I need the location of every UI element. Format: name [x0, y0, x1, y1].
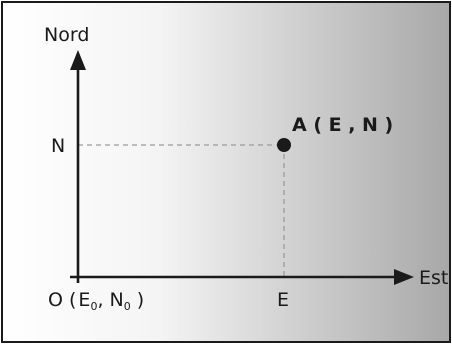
origin-n: N	[109, 289, 123, 311]
origin-n-subscript: 0	[124, 300, 131, 313]
origin-e-subscript: 0	[90, 300, 97, 313]
y-tick-label-n: N	[51, 135, 65, 157]
x-axis-label: Est	[419, 267, 448, 289]
y-axis-label: Nord	[44, 24, 89, 46]
origin-prefix: O (	[48, 289, 76, 311]
point-a-marker	[277, 138, 291, 152]
x-tick-label-e: E	[277, 289, 289, 311]
origin-suffix: )	[131, 289, 144, 311]
origin-e: E	[78, 289, 90, 311]
point-a-label: A ( E , N )	[292, 114, 393, 136]
origin-comma: ,	[97, 289, 103, 311]
